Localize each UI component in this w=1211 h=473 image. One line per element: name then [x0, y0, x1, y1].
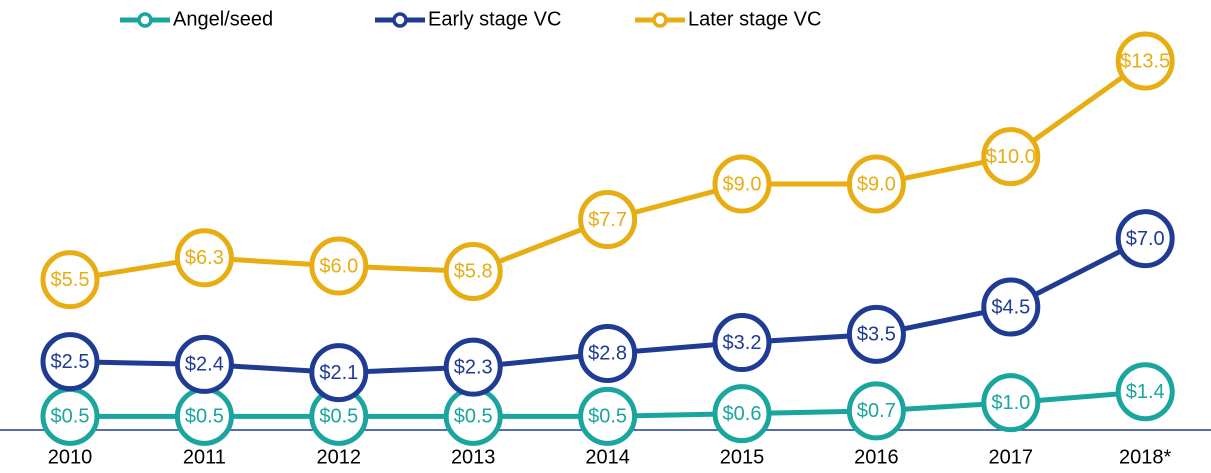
data-label: $4.5 — [991, 296, 1030, 318]
legend-label: Angel/seed — [173, 8, 273, 30]
data-label: $10.0 — [986, 146, 1036, 168]
data-point — [981, 127, 1041, 187]
data-label: $6.3 — [185, 247, 224, 269]
data-point — [1115, 362, 1175, 422]
x-tick-label: 2018* — [1119, 446, 1171, 468]
data-point — [578, 323, 638, 383]
data-label: $3.5 — [857, 324, 896, 346]
data-point — [846, 381, 906, 441]
data-point — [578, 190, 638, 250]
data-point — [309, 236, 369, 296]
data-label: $5.8 — [454, 261, 493, 283]
data-point — [309, 343, 369, 403]
legend-marker — [652, 12, 668, 28]
data-point — [712, 154, 772, 214]
legend-item: Early stage VC — [375, 8, 561, 30]
data-label: $13.5 — [1120, 50, 1170, 72]
data-label: $0.5 — [51, 406, 90, 428]
data-label: $2.8 — [588, 343, 627, 365]
data-point — [40, 332, 100, 392]
data-label: $7.7 — [588, 209, 627, 231]
legend-item: Angel/seed — [120, 8, 273, 30]
data-label: $0.5 — [319, 406, 358, 428]
data-label: $0.5 — [185, 406, 224, 428]
data-point — [981, 373, 1041, 433]
data-label: $5.5 — [51, 269, 90, 291]
data-label: $0.6 — [723, 403, 762, 425]
x-tick-label: 2013 — [451, 446, 496, 468]
data-point — [846, 154, 906, 214]
data-label: $2.3 — [454, 356, 493, 378]
data-point — [174, 228, 234, 288]
data-label: $2.5 — [51, 351, 90, 373]
data-point — [443, 241, 503, 301]
data-label: $2.1 — [319, 362, 358, 384]
legend-marker — [137, 12, 153, 28]
legend-marker — [392, 12, 408, 28]
data-label: $2.4 — [185, 354, 224, 376]
legend-item: Later stage VC — [635, 8, 821, 30]
data-point — [712, 313, 772, 373]
data-label: $0.5 — [588, 406, 627, 428]
data-point — [712, 384, 772, 444]
x-tick-label: 2010 — [48, 446, 93, 468]
x-tick-label: 2015 — [720, 446, 765, 468]
data-label: $9.0 — [723, 173, 762, 195]
data-label: $1.0 — [991, 392, 1030, 414]
data-point — [1115, 209, 1175, 269]
x-tick-label: 2017 — [989, 446, 1034, 468]
data-label: $3.2 — [723, 332, 762, 354]
data-label: $6.0 — [319, 255, 358, 277]
legend-label: Later stage VC — [688, 8, 821, 30]
data-point — [846, 304, 906, 364]
data-label: $7.0 — [1126, 228, 1165, 250]
data-label: $1.4 — [1126, 381, 1165, 403]
data-point — [981, 277, 1041, 337]
data-point — [40, 250, 100, 310]
data-label: $9.0 — [857, 173, 896, 195]
data-point — [443, 337, 503, 397]
legend-label: Early stage VC — [428, 8, 561, 30]
data-point — [578, 386, 638, 446]
data-label: $0.7 — [857, 400, 896, 422]
x-tick-label: 2012 — [317, 446, 362, 468]
data-point — [174, 334, 234, 394]
x-tick-label: 2014 — [585, 446, 630, 468]
data-point — [1115, 31, 1175, 91]
data-label: $0.5 — [454, 406, 493, 428]
x-tick-label: 2016 — [854, 446, 899, 468]
x-tick-label: 2011 — [183, 446, 226, 468]
